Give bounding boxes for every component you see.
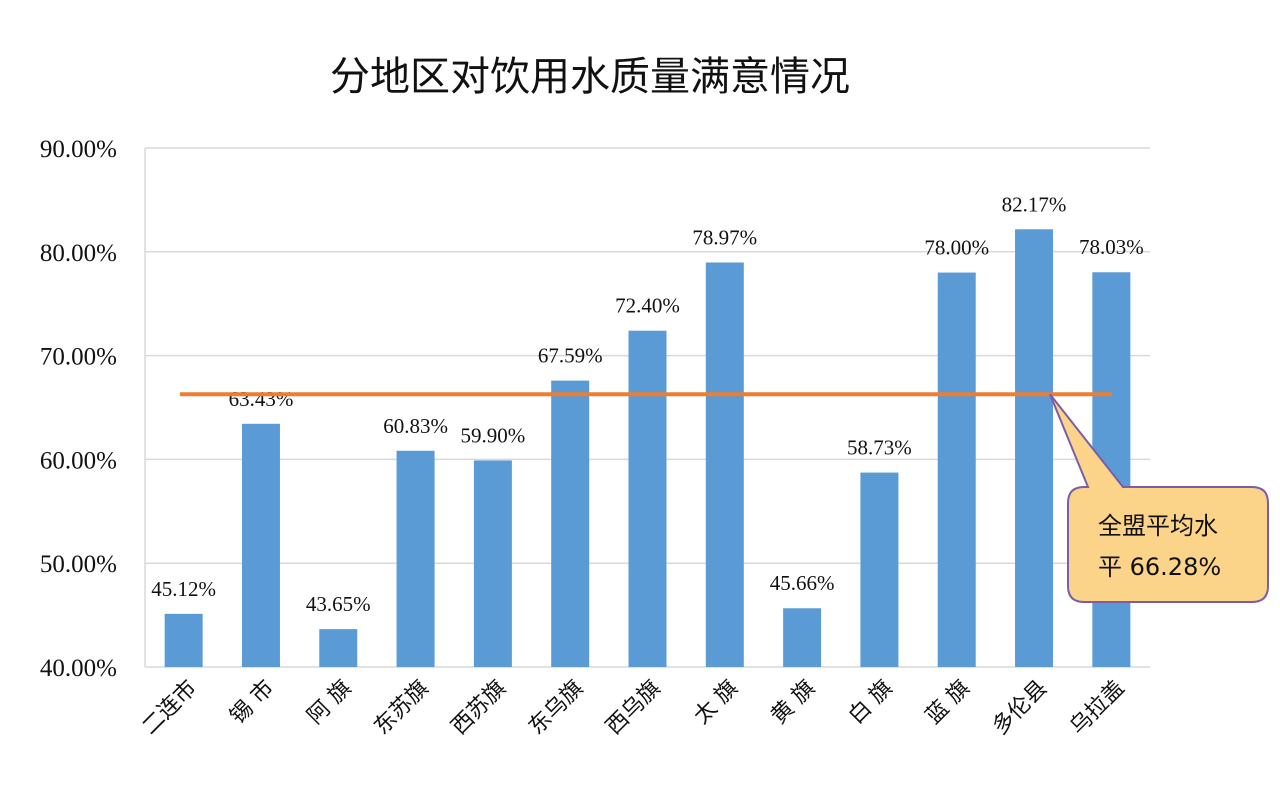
- callout-text: 全盟平均水: [1098, 512, 1218, 540]
- bar: [473, 460, 512, 667]
- y-tick-label: 60.00%: [40, 447, 117, 474]
- data-label: 59.90%: [461, 423, 526, 447]
- x-tick-label: 西乌旗: [601, 676, 665, 740]
- data-label: 45.66%: [770, 571, 835, 595]
- x-tick-label: 多伦县: [988, 676, 1052, 740]
- bar: [705, 262, 744, 667]
- y-tick-label: 70.00%: [40, 344, 117, 371]
- x-tick-label: 阿 旗: [303, 676, 357, 730]
- bar: [396, 450, 435, 667]
- x-tick-label: 乌拉盖: [1065, 676, 1129, 740]
- data-label: 45.12%: [151, 577, 216, 601]
- data-label: 67.59%: [538, 344, 603, 368]
- x-tick-label: 太 旗: [689, 676, 743, 730]
- x-tick-label: 西苏旗: [447, 676, 511, 740]
- y-axis-ticks: 40.00% 50.00% 60.00% 70.00% 80.00% 90.00%: [40, 136, 117, 682]
- bar: [319, 629, 358, 667]
- data-label: 58.73%: [847, 436, 912, 460]
- x-tick-label: 锡 市: [225, 676, 279, 730]
- data-label: 78.97%: [692, 225, 757, 249]
- chart-title: 分地区对饮用水质量满意情况: [330, 54, 850, 100]
- bar: [241, 423, 280, 667]
- x-tick-label: 二连市: [138, 676, 202, 740]
- bar: [628, 330, 667, 667]
- x-tick-label: 蓝 旗: [921, 676, 975, 730]
- bar: [860, 472, 899, 667]
- data-label: 72.40%: [615, 294, 680, 318]
- y-tick-label: 80.00%: [40, 240, 117, 267]
- callout-text: 平 66.28%: [1098, 553, 1221, 581]
- data-label: 43.65%: [306, 592, 371, 616]
- y-tick-label: 40.00%: [40, 655, 117, 682]
- x-tick-label: 东苏旗: [369, 676, 433, 740]
- y-tick-label: 90.00%: [40, 136, 117, 163]
- bar: [783, 608, 822, 667]
- x-tick-label: 东乌旗: [524, 676, 588, 740]
- bar: [937, 272, 976, 667]
- y-tick-label: 50.00%: [40, 551, 117, 578]
- x-tick-label: 白 旗: [844, 676, 898, 730]
- data-labels: 45.12% 63.43% 43.65% 60.83% 59.90% 67.59% 72.4…: [151, 192, 1143, 616]
- callout-box: [1049, 393, 1269, 603]
- bar: [551, 380, 590, 667]
- data-label: 63.43%: [229, 387, 294, 411]
- x-tick-label: 黄 旗: [767, 676, 821, 730]
- data-label: 60.83%: [383, 414, 448, 438]
- data-label: 82.17%: [1002, 192, 1067, 216]
- bar: [164, 613, 203, 667]
- bar: [1015, 229, 1054, 668]
- data-label: 78.00%: [924, 236, 989, 260]
- data-label: 78.03%: [1079, 235, 1144, 259]
- x-axis-ticks: 二连市锡 市阿 旗东苏旗 西苏旗 东乌旗 西乌旗太 旗黄 旗白 旗蓝 旗多伦县 乌拉盖: [138, 676, 1130, 740]
